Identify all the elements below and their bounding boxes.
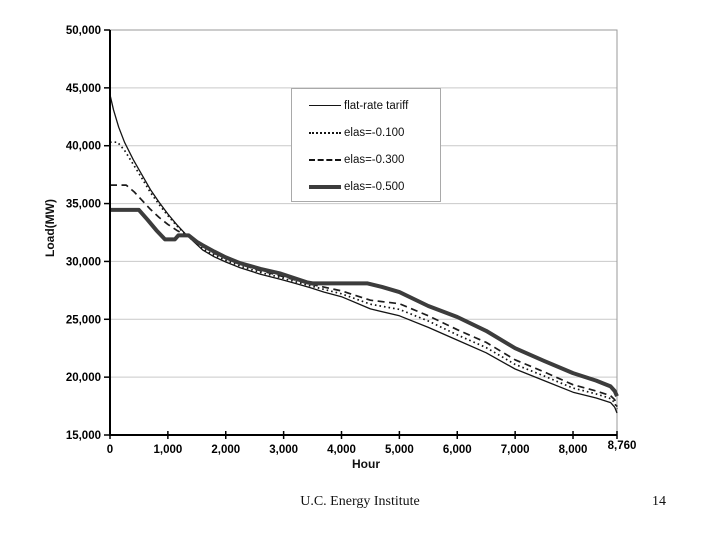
legend-label: elas=-0.100 [344, 126, 405, 139]
legend-label: flat-rate tariff [344, 99, 409, 112]
series-line-flat-rate-tariff [109, 94, 618, 414]
legend-line-sample [309, 158, 341, 161]
legend-item: elas=-0.300 [292, 146, 440, 173]
y-tick-label: 25,000 [66, 314, 101, 326]
y-tick-label: 20,000 [66, 372, 101, 384]
y-tick-label: 40,000 [66, 141, 101, 153]
x-tick-label: 8,760 [608, 440, 637, 452]
x-tick-label: 5,000 [385, 444, 414, 456]
y-tick-label: 50,000 [66, 25, 101, 37]
series-line-elas-0-300 [110, 184, 618, 407]
series-line-elas-0-100 [110, 141, 618, 410]
legend-item: elas=-0.100 [292, 119, 440, 146]
legend-line-sample [309, 105, 341, 106]
page-number: 14 [652, 494, 666, 509]
x-tick-label: 8,000 [559, 444, 588, 456]
y-tick-label: 15,000 [66, 430, 101, 442]
x-tick-label: 7,000 [501, 444, 530, 456]
y-tick-label: 30,000 [66, 256, 101, 268]
y-tick-label: 35,000 [66, 199, 101, 211]
x-axis-title: Hour [352, 457, 380, 471]
legend-item: flat-rate tariff [292, 92, 440, 119]
legend-line-sample [309, 184, 341, 189]
legend-label: elas=-0.300 [344, 153, 405, 166]
legend-label: elas=-0.500 [344, 180, 405, 193]
x-tick-label: 2,000 [211, 444, 240, 456]
x-tick-label: 1,000 [153, 444, 182, 456]
x-tick-label: 0 [107, 444, 113, 456]
y-tick-label: 45,000 [66, 83, 101, 95]
x-tick-label: 4,000 [327, 444, 356, 456]
x-tick-label: 3,000 [269, 444, 298, 456]
legend-item: elas=-0.500 [292, 173, 440, 200]
chart-legend: flat-rate tariff elas=-0.100 elas=-0.300 el… [291, 88, 441, 202]
footer-text: U.C. Energy Institute [300, 494, 420, 509]
series-line-elas-0-500 [110, 207, 619, 398]
y-axis-title: Load(MW) [43, 199, 57, 257]
legend-line-sample [309, 131, 341, 134]
x-tick-label: 6,000 [443, 444, 472, 456]
